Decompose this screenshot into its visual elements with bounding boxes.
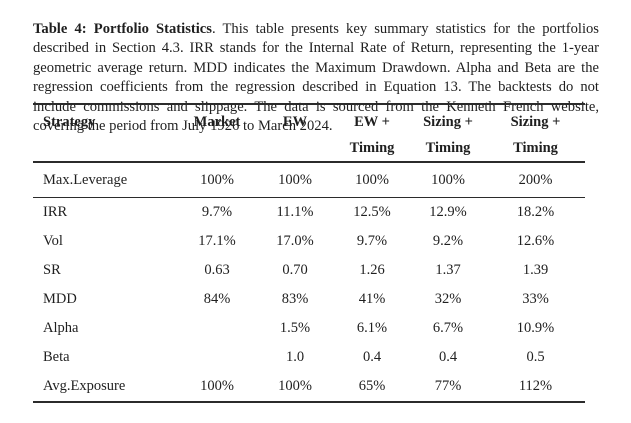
row-label: Max.Leverage <box>43 171 128 188</box>
cell-value: 11.1% <box>276 204 314 220</box>
col-header-market-line1: Market <box>193 114 241 130</box>
cell-value: 10.9% <box>516 320 555 336</box>
col-header-ew-line1: EW <box>282 114 308 130</box>
cell-value: 18.2% <box>516 204 555 220</box>
col-header-ew-timing-line2: Timing <box>349 140 395 156</box>
table-row-irr: IRR 9.7% 11.1% 12.5% 12.9% 18.2% <box>33 198 585 228</box>
col-header-strategy: Strategy <box>33 104 178 162</box>
cell-value: 0.4 <box>362 349 382 365</box>
table-row-vol: Vol 17.1% 17.0% 9.7% 9.2% 12.6% <box>33 227 585 256</box>
cell-value: 6.7% <box>432 320 464 336</box>
col-header-ew-timing-line1: EW + <box>354 114 390 130</box>
table-row-sr: SR 0.63 0.70 1.26 1.37 1.39 <box>33 256 585 285</box>
cell-value: 17.1% <box>198 233 236 249</box>
col-header-sizing-timing-2: Sizing + Timing <box>486 104 585 162</box>
col-header-sizing-timing-1-line1: Sizing + <box>423 114 473 130</box>
cell-value: 17.0% <box>276 233 314 249</box>
cell-value: 1.0 <box>285 349 305 365</box>
cell-value: 100% <box>431 171 465 188</box>
row-label: SR <box>43 262 61 278</box>
row-label: IRR <box>43 204 68 220</box>
cell-value <box>178 343 256 372</box>
table-row-alpha: Alpha 1.5% 6.1% 6.7% 10.9% <box>33 314 585 343</box>
cell-value: 1.39 <box>522 262 549 278</box>
cell-value: 112% <box>518 378 553 394</box>
col-header-sizing-timing-2-line1: Sizing + <box>510 114 561 130</box>
col-header-ew-timing: EW + Timing <box>334 104 410 162</box>
col-header-sizing-timing-1: Sizing + Timing <box>410 104 486 162</box>
row-label: Avg.Exposure <box>43 378 126 394</box>
cell-value: 0.5 <box>526 349 545 365</box>
table-row-max-leverage: Max.Leverage 100% 100% 100% 100% 200% <box>33 162 585 198</box>
cell-value: 100% <box>200 378 234 394</box>
table-header: Strategy Market EW EW + Timing Sizing + … <box>33 104 585 162</box>
header-row: Strategy Market EW EW + Timing Sizing + … <box>33 104 585 162</box>
row-label: Beta <box>43 349 70 365</box>
col-header-strategy-line1: Strategy <box>43 114 96 130</box>
cell-value: 12.5% <box>353 204 391 220</box>
portfolio-stats-table: Strategy Market EW EW + Timing Sizing + … <box>33 103 585 403</box>
row-label: Vol <box>43 233 63 249</box>
cell-value: 1.5% <box>279 320 311 336</box>
cell-value: 0.70 <box>282 262 308 278</box>
cell-value: 6.1% <box>356 320 388 336</box>
cell-value: 41% <box>358 291 386 307</box>
col-header-sizing-timing-2-line2: Timing <box>513 140 558 156</box>
leverage-section: Max.Leverage 100% 100% 100% 100% 200% <box>33 162 585 198</box>
cell-value: 12.9% <box>429 204 467 220</box>
table-caption-body: . This table presents key summary statis… <box>33 20 599 135</box>
cell-value: 33% <box>522 291 549 307</box>
row-label: Alpha <box>43 320 79 336</box>
cell-value: 0.63 <box>204 262 230 278</box>
cell-value: 65% <box>358 378 386 394</box>
cell-value: 12.6% <box>516 233 555 249</box>
cell-value: 100% <box>278 378 312 394</box>
cell-value: 9.7% <box>201 204 233 220</box>
row-label: MDD <box>43 291 77 307</box>
col-header-ew: EW <box>256 104 334 162</box>
table-row-beta: Beta 1.0 0.4 0.4 0.5 <box>33 343 585 372</box>
table-caption-title: Table 4: Portfolio Statistics <box>33 20 212 37</box>
cell-value: 1.37 <box>435 262 461 278</box>
cell-value: 100% <box>278 171 312 188</box>
col-header-sizing-timing-1-line2: Timing <box>425 140 471 156</box>
cell-value: 83% <box>281 291 309 307</box>
cell-value: 0.4 <box>438 349 458 365</box>
cell-value: 84% <box>203 291 231 307</box>
cell-value: 100% <box>200 171 234 188</box>
cell-value: 77% <box>434 378 462 394</box>
cell-value: 1.26 <box>359 262 385 278</box>
cell-value: 100% <box>355 171 389 188</box>
cell-value: 200% <box>518 171 553 188</box>
cell-value: 32% <box>434 291 462 307</box>
col-header-market: Market <box>178 104 256 162</box>
table-row-avg-exposure: Avg.Exposure 100% 100% 65% 77% 112% <box>33 372 585 402</box>
stats-section: IRR 9.7% 11.1% 12.5% 12.9% 18.2% Vol 17.… <box>33 198 585 402</box>
table-row-mdd: MDD 84% 83% 41% 32% 33% <box>33 285 585 314</box>
cell-value <box>178 314 256 343</box>
table-caption: Table 4: Portfolio Statistics. This tabl… <box>33 20 599 137</box>
cell-value: 9.2% <box>432 233 464 249</box>
cell-value: 9.7% <box>356 233 388 249</box>
